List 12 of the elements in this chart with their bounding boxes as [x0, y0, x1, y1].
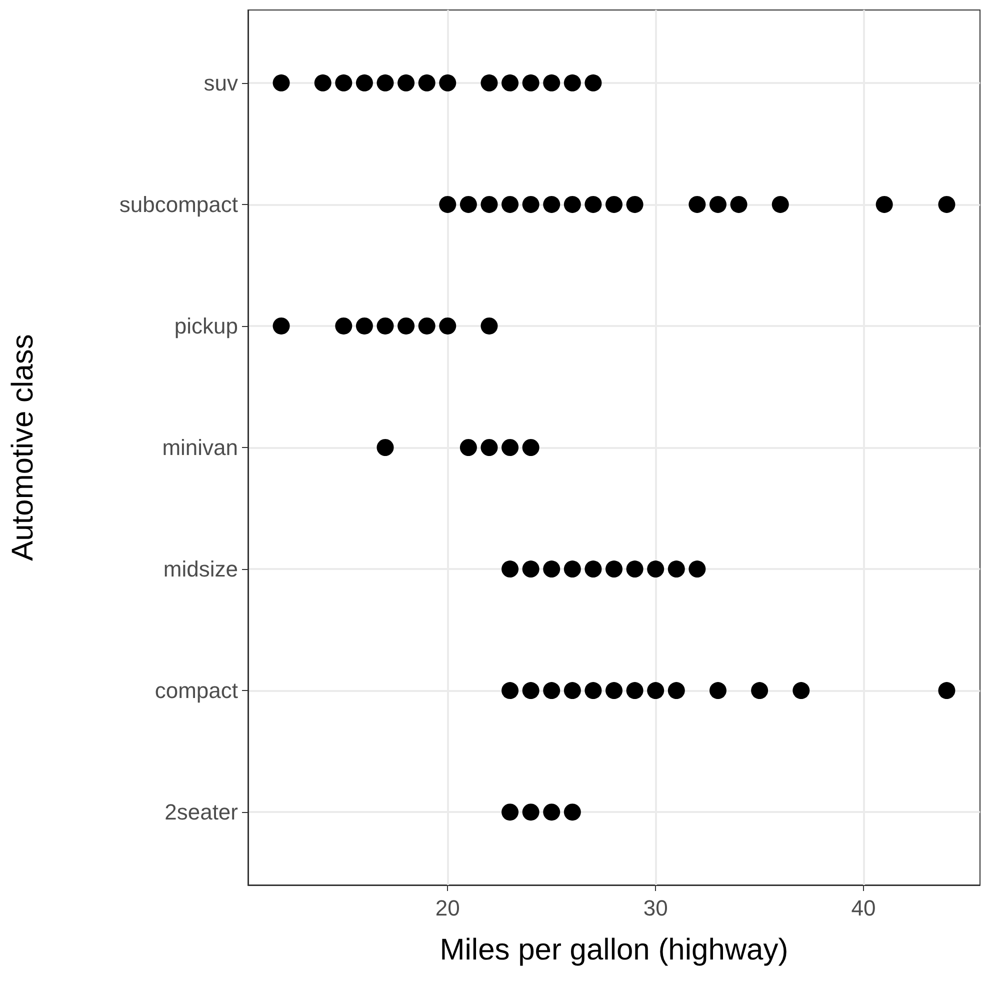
- x-axis-title: Miles per gallon (highway): [440, 934, 788, 966]
- y-tick-label: minivan: [162, 435, 238, 460]
- y-tick-label: subcompact: [119, 192, 238, 217]
- y-tick-label: midsize: [163, 556, 238, 582]
- y-tick-label: compact: [154, 678, 238, 704]
- y-tick-label: 2seater: [164, 800, 238, 825]
- y-tick-label: pickup: [174, 313, 238, 338]
- y-tick-label: suv: [204, 70, 238, 96]
- y-axis-title: Automotive class: [6, 334, 40, 561]
- x-tick-label: 20: [435, 896, 460, 920]
- x-tick-label: 30: [643, 896, 668, 920]
- x-tick-label: 40: [851, 896, 876, 920]
